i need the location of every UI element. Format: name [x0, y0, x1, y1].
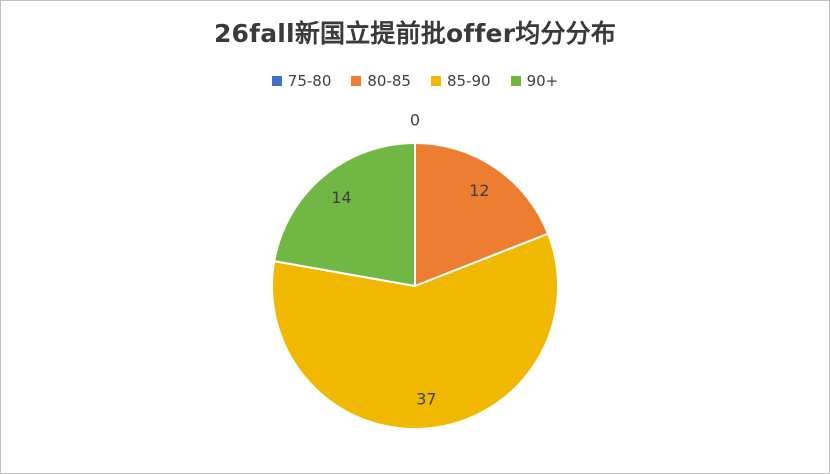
legend-item: 85-90 — [430, 72, 491, 90]
data-label-80-85: 12 — [469, 181, 489, 200]
legend-swatch — [271, 76, 282, 86]
data-label-85-90: 37 — [416, 389, 436, 408]
pie-slice-85-90 — [271, 232, 559, 430]
legend-label: 75-80 — [287, 72, 332, 90]
legend-swatch — [510, 76, 521, 86]
data-label-90+: 14 — [331, 188, 351, 207]
legend-label: 80-85 — [367, 72, 411, 90]
legend-swatch — [351, 76, 362, 86]
legend-swatch — [430, 76, 441, 86]
chart-legend: 75-80 80-85 85-90 90+ — [0, 72, 830, 90]
pie-slice-80-85 — [414, 141, 550, 288]
legend-item: 75-80 — [271, 72, 332, 90]
legend-label: 85-90 — [446, 72, 491, 90]
legend-item: 80-85 — [351, 72, 411, 90]
chart-title: 26fall新国立提前批offer均分分布 — [213, 19, 617, 48]
legend-item: 90+ — [510, 72, 559, 90]
legend-label: 90+ — [526, 72, 559, 90]
pie-slice-90+ — [273, 141, 416, 288]
data-label-75-80: 0 — [410, 111, 420, 130]
